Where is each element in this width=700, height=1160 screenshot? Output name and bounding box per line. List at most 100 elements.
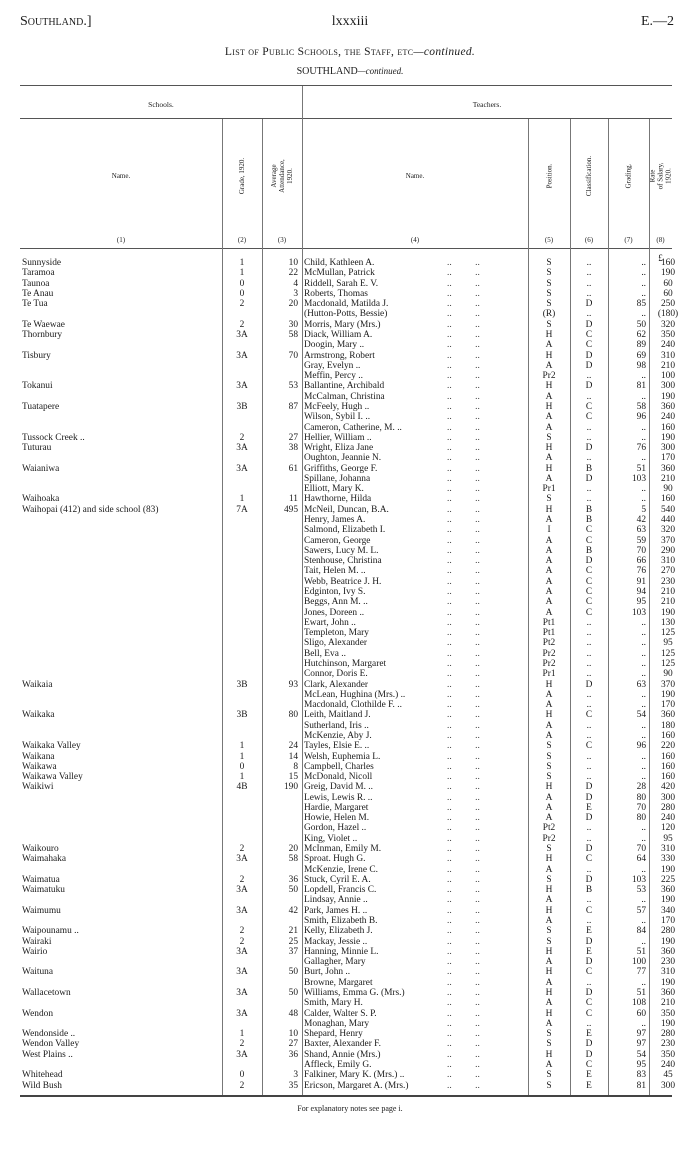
- cell-salary: 220: [660, 741, 676, 752]
- cell-position: H: [545, 885, 553, 896]
- table-row: Doogin, Mary .. A C 89 240: [20, 340, 675, 350]
- cell-position: A: [545, 977, 553, 988]
- table-row: Waimahaka 3A 58 Sproat. Hugh G. H C 64 330: [20, 854, 675, 865]
- cell-position: S: [546, 1080, 552, 1091]
- cell-grading: 66: [636, 556, 646, 567]
- cell-teacher-name: McInman, Emily M.: [304, 844, 382, 855]
- table-top-rule: [20, 85, 672, 86]
- cell-classification: C: [585, 905, 593, 916]
- table-row: Taramoa 1 22 McMullan, Patrick S.... 190: [20, 268, 675, 279]
- cell-salary: 90: [663, 669, 673, 680]
- cell-grading: ..: [641, 864, 646, 875]
- cell-position: Pr2: [542, 648, 556, 659]
- cell-salary: 280: [660, 1029, 676, 1040]
- cell-average-attendance: 87: [288, 401, 298, 412]
- column-header-label: Grade, 1920.: [237, 157, 246, 195]
- cell-salary: 240: [660, 813, 676, 824]
- cell-teacher-name: Hardie, Margaret: [304, 802, 369, 813]
- cell-grading: ..: [641, 916, 646, 926]
- cell-teacher-name: Ballantine, Archibald: [304, 381, 385, 392]
- cell-teacher-name: Baxter, Alexander F.: [304, 1039, 381, 1050]
- cell-salary: 190: [660, 864, 676, 875]
- cell-salary: 320: [660, 525, 676, 536]
- table-row: Sunnyside 1 10 Child, Kathleen A. S.... 160: [20, 258, 675, 269]
- cell-grading: ..: [641, 772, 646, 783]
- cell-position: Pr1: [542, 669, 556, 680]
- cell-average-attendance: 48: [288, 1008, 298, 1019]
- cell-position: Pr2: [542, 658, 556, 669]
- cell-average-attendance: 4: [293, 278, 298, 289]
- cell-average-attendance: 50: [288, 885, 298, 896]
- table-row: McLean, Hughina (Mrs.) .. A.... 190: [20, 689, 675, 700]
- cell-classification: ..: [586, 628, 592, 639]
- cell-position: A: [545, 1018, 553, 1029]
- cell-teacher-name: Campbell, Charles: [304, 761, 374, 772]
- cell-teacher-name: Gray, Evelyn ..: [304, 360, 361, 371]
- cell-teacher-name: Hanning, Minnie L.: [304, 946, 379, 957]
- cell-classification: ..: [586, 278, 592, 289]
- cell-position: H: [545, 401, 553, 412]
- cell-position: S: [546, 874, 552, 885]
- cell-classification: C: [585, 412, 593, 423]
- cell-classification: C: [585, 1008, 593, 1019]
- document-code: E.—2: [640, 14, 674, 29]
- cell-salary: 125: [660, 648, 676, 659]
- cell-average-attendance: 27: [288, 432, 298, 443]
- cell-grading: 80: [636, 792, 646, 803]
- cell-average-attendance: 42: [288, 905, 298, 916]
- cell-teacher-name: Gallagher, Mary: [304, 957, 366, 968]
- cell-grading: 53: [636, 885, 646, 896]
- cell-salary: 360: [660, 710, 676, 721]
- cell-classification: ..: [586, 720, 592, 731]
- cell-average-attendance: 38: [288, 443, 298, 454]
- cell-teacher-name: Affleck, Emily G.: [304, 1059, 372, 1070]
- cell-grading: 5: [641, 504, 646, 515]
- cell-salary: 190: [660, 936, 676, 947]
- cell-school-name: Wairaki: [22, 936, 220, 947]
- table-row: Wilson, Sybil I. .. A C 96 240: [20, 412, 675, 423]
- cell-school-name: Tokanui: [22, 381, 220, 392]
- cell-classification: ..: [586, 700, 592, 711]
- cell-salary: 160: [660, 772, 676, 783]
- cell-position: S: [546, 761, 552, 772]
- table-row: Howie, Helen M. A D 80 240: [20, 813, 675, 824]
- cell-school-name: Waikouro: [22, 844, 220, 855]
- table-row: Lewis, Lewis R. .. A D 80 300: [20, 792, 675, 803]
- cell-position: H: [545, 710, 553, 721]
- column-header-position: Position.: [528, 122, 570, 230]
- cell-salary: 360: [660, 987, 676, 998]
- cell-position: A: [545, 689, 553, 700]
- cell-classification: ..: [586, 288, 592, 299]
- cell-teacher-name: Clark, Alexander: [304, 679, 369, 690]
- column-divider: [608, 119, 609, 1095]
- cell-grading: 91: [636, 576, 646, 587]
- cell-position: A: [545, 576, 553, 587]
- cell-salary: 360: [660, 463, 676, 474]
- cell-grade: 3A: [236, 885, 248, 896]
- cell-teacher-name: Smith, Mary H.: [304, 998, 363, 1009]
- cell-teacher-name: Mackay, Jessie ..: [304, 936, 368, 947]
- group-header-rule: [20, 118, 672, 119]
- cell-position: S: [546, 1039, 552, 1050]
- cell-grading: 77: [636, 967, 646, 978]
- cell-school-name: Wendon: [22, 1008, 220, 1019]
- cell-salary: 100: [660, 371, 676, 382]
- table-row: Waipounamu .. 2 21 Kelly, Elizabeth J. S E 84 2…: [20, 926, 675, 937]
- cell-classification: C: [585, 597, 593, 608]
- cell-grading: 42: [636, 515, 646, 526]
- cell-teacher-name: Smith, Elizabeth B.: [304, 916, 378, 926]
- cell-salary: 170: [660, 453, 676, 464]
- cell-school-name: Waipounamu ..: [22, 926, 220, 937]
- cell-classification: D: [585, 556, 593, 567]
- cell-position: A: [545, 607, 553, 618]
- footnote: For explanatory notes see page i.: [297, 1104, 403, 1113]
- cell-position: S: [546, 1029, 552, 1040]
- table-row: Waikaka Valley 1 24 Tayles, Elsie E. .. S C 96…: [20, 741, 675, 752]
- cell-classification: ..: [586, 484, 592, 495]
- cell-teacher-name: Lindsay, Annie ..: [304, 895, 368, 906]
- cell-classification: C: [585, 998, 593, 1009]
- cell-salary: 320: [660, 319, 676, 330]
- cell-classification: D: [585, 443, 593, 454]
- cell-grading: 80: [636, 813, 646, 824]
